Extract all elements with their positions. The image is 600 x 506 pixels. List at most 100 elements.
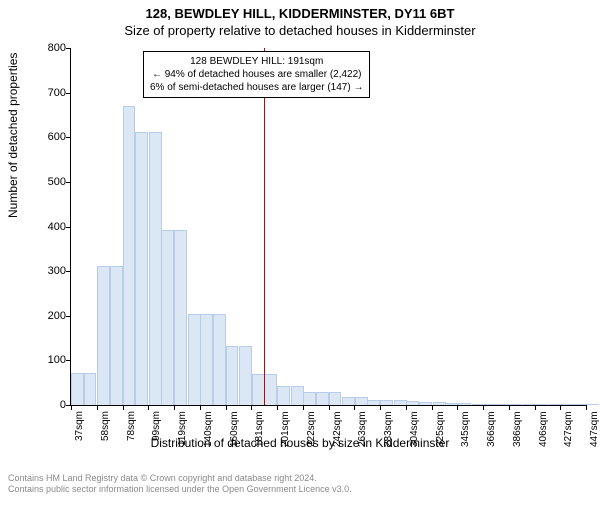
xtick-label: 201sqm <box>280 411 291 447</box>
histogram-bar <box>188 314 201 405</box>
histogram-bar <box>329 392 342 405</box>
xtick-label: 78sqm <box>126 411 137 441</box>
histogram-bar <box>497 404 510 405</box>
xtick-mark <box>586 405 587 410</box>
histogram-bar <box>303 392 316 405</box>
xtick-mark <box>354 405 355 410</box>
histogram-bar <box>149 132 162 405</box>
ytick-label: 100 <box>48 354 66 366</box>
histogram-bar <box>239 346 252 405</box>
ytick-mark <box>66 137 71 138</box>
xtick-mark <box>226 405 227 410</box>
histogram-bar <box>174 230 187 405</box>
xtick-mark <box>148 405 149 410</box>
ytick-mark <box>66 316 71 317</box>
histogram-bar <box>135 132 148 405</box>
y-axis-label: Number of detached properties <box>6 53 20 218</box>
ytick-label: 600 <box>48 131 66 143</box>
histogram-bar <box>573 404 586 405</box>
ytick-mark <box>66 93 71 94</box>
ytick-mark <box>66 271 71 272</box>
xtick-label: 242sqm <box>332 411 343 447</box>
histogram-bar <box>380 400 393 405</box>
xtick-label: 119sqm <box>177 411 188 446</box>
histogram-bar <box>445 403 458 405</box>
histogram-bar <box>84 373 97 405</box>
xtick-label: 304sqm <box>409 411 420 447</box>
x-axis-label: Distribution of detached houses by size … <box>0 436 600 450</box>
histogram-bar <box>226 346 239 405</box>
infobox-line2: ← 94% of detached houses are smaller (2,… <box>152 69 362 80</box>
xtick-mark <box>174 405 175 410</box>
chart-title-sub: Size of property relative to detached ho… <box>0 23 600 38</box>
histogram-bar <box>71 373 84 405</box>
histogram-bar <box>367 400 380 405</box>
xtick-mark <box>329 405 330 410</box>
chart-title-main: 128, BEWDLEY HILL, KIDDERMINSTER, DY11 6… <box>0 6 600 21</box>
xtick-label: 99sqm <box>151 411 162 441</box>
xtick-label: 283sqm <box>383 411 394 447</box>
ytick-mark <box>66 227 71 228</box>
ytick-label: 200 <box>48 310 66 322</box>
histogram-bar <box>458 403 471 405</box>
xtick-mark <box>457 405 458 410</box>
xtick-label: 37sqm <box>74 411 85 441</box>
xtick-mark <box>483 405 484 410</box>
xtick-mark <box>303 405 304 410</box>
ytick-label: 400 <box>48 221 66 233</box>
xtick-label: 386sqm <box>512 411 523 447</box>
xtick-mark <box>380 405 381 410</box>
xtick-mark <box>535 405 536 410</box>
histogram-bar <box>342 397 355 405</box>
histogram-bar <box>472 404 485 405</box>
ytick-mark <box>66 182 71 183</box>
histogram-bar <box>213 314 226 405</box>
xtick-mark <box>200 405 201 410</box>
xtick-mark <box>123 405 124 410</box>
histogram-bar <box>509 404 522 405</box>
plot-area: 128 BEWDLEY HILL: 191sqm ← 94% of detache… <box>70 48 586 406</box>
xtick-label: 263sqm <box>357 411 368 447</box>
xtick-label: 222sqm <box>306 411 317 447</box>
histogram-bar <box>277 386 290 405</box>
histogram-bar <box>264 374 277 405</box>
infobox-line1: 128 BEWDLEY HILL: 191sqm <box>190 56 323 67</box>
xtick-mark <box>251 405 252 410</box>
marker-line <box>264 48 265 405</box>
xtick-mark <box>432 405 433 410</box>
xtick-label: 427sqm <box>563 411 574 447</box>
footer-line1: Contains HM Land Registry data © Crown c… <box>8 473 317 483</box>
xtick-label: 181sqm <box>254 411 265 447</box>
histogram-bar <box>548 404 561 405</box>
ytick-mark <box>66 360 71 361</box>
xtick-mark <box>560 405 561 410</box>
histogram-bar <box>252 374 265 405</box>
histogram-bar <box>394 400 407 405</box>
ytick-label: 800 <box>48 42 66 54</box>
histogram-bar <box>355 397 368 405</box>
info-box: 128 BEWDLEY HILL: 191sqm ← 94% of detache… <box>143 51 370 98</box>
histogram-bar <box>291 386 304 405</box>
histogram-bar <box>161 230 174 405</box>
infobox-line3: 6% of semi-detached houses are larger (1… <box>150 82 363 93</box>
histogram-bar <box>586 404 599 405</box>
ytick-label: 700 <box>48 87 66 99</box>
ytick-label: 0 <box>60 399 66 411</box>
ytick-label: 300 <box>48 265 66 277</box>
histogram-bar <box>110 266 123 405</box>
histogram-bar <box>200 314 213 405</box>
xtick-label: 366sqm <box>486 411 497 447</box>
xtick-label: 140sqm <box>203 411 214 447</box>
xtick-mark <box>406 405 407 410</box>
chart-container: Number of detached properties 128 BEWDLE… <box>0 38 600 452</box>
footer-attribution: Contains HM Land Registry data © Crown c… <box>8 473 352 496</box>
histogram-bar <box>535 404 548 405</box>
histogram-bar <box>316 392 329 405</box>
xtick-mark <box>97 405 98 410</box>
ytick-label: 500 <box>48 176 66 188</box>
xtick-mark <box>509 405 510 410</box>
footer-line2: Contains public sector information licen… <box>8 484 352 494</box>
histogram-bar <box>419 402 432 405</box>
histogram-bar <box>484 404 497 405</box>
histogram-bar <box>406 401 419 405</box>
